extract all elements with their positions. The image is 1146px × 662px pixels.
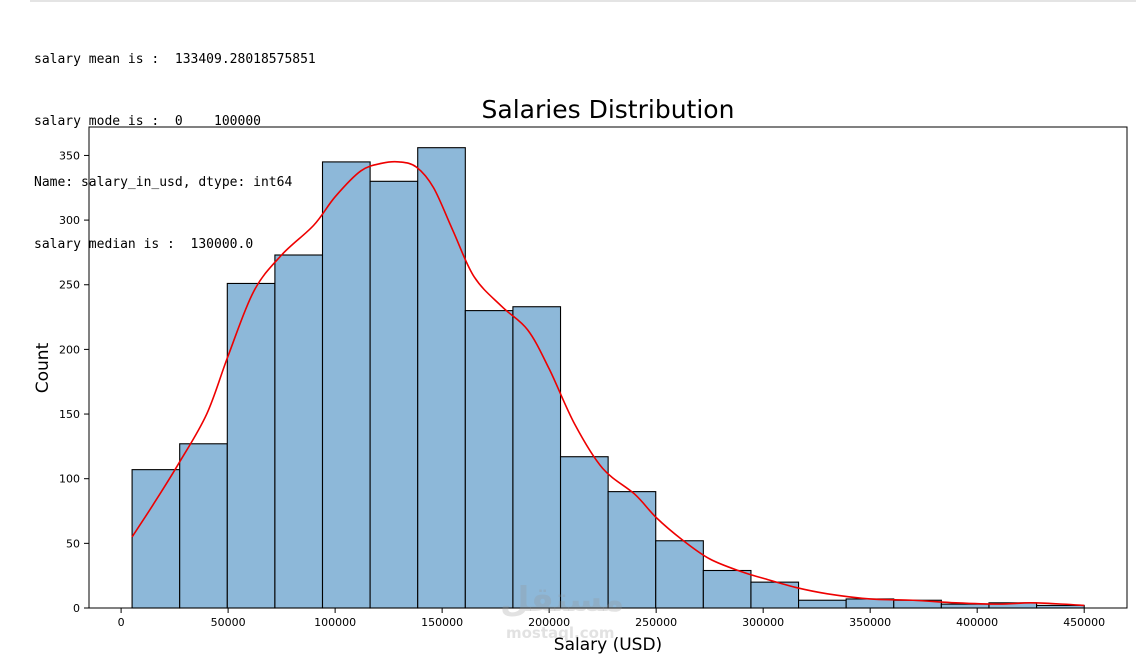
x-axis-label: Salary (USD) <box>554 635 662 655</box>
histogram-bar <box>274 254 324 609</box>
histogram-bar <box>655 540 704 609</box>
x-tick-label: 0 <box>118 616 125 629</box>
x-tick-label: 450000 <box>1063 616 1105 629</box>
x-tick-label: 50000 <box>211 616 246 629</box>
y-tick-label: 250 <box>59 279 80 292</box>
y-tick-label: 150 <box>59 408 80 421</box>
x-tick-label: 150000 <box>421 616 463 629</box>
x-tick-label: 350000 <box>849 616 891 629</box>
top-divider <box>30 0 1136 2</box>
kde-curve <box>131 160 1085 607</box>
histogram-bar <box>559 456 609 609</box>
plot-frame <box>88 126 1128 609</box>
console-line-name: Name: salary_in_usd, dtype: int64 <box>34 175 293 190</box>
histogram-bar <box>369 180 419 609</box>
y-axis-label: Count <box>33 342 53 393</box>
y-tick-label: 100 <box>59 473 80 486</box>
histogram-bar <box>179 443 228 609</box>
histogram-bar <box>798 599 847 609</box>
histogram-bar <box>464 310 514 609</box>
x-tick-label: 200000 <box>528 616 570 629</box>
histogram-bar <box>512 306 562 609</box>
y-tick-label: 200 <box>59 343 80 356</box>
histogram-bar <box>702 569 752 609</box>
console-line-mode: salary mode is : 0 100000 <box>34 113 261 129</box>
console-line-median: salary median is : 130000.0 <box>34 236 254 252</box>
histogram-bar <box>321 161 371 609</box>
console-output: salary mean is : 133409.28018575851 sala… <box>34 9 316 276</box>
x-tick-label: 400000 <box>956 616 998 629</box>
histogram-bar <box>940 603 990 609</box>
histogram-bar <box>226 282 276 609</box>
y-tick-label: 300 <box>59 214 80 227</box>
x-tick-label: 300000 <box>742 616 784 629</box>
y-tick-label: 0 <box>73 602 80 615</box>
chart-title: Salaries Distribution <box>482 95 735 124</box>
plot-area: 0 50000 100000 150000 200000 250000 300000 3500… <box>59 126 1128 629</box>
console-line-mean: salary mean is : 133409.28018575851 <box>34 52 316 67</box>
y-tick-label: 350 <box>59 149 80 162</box>
x-tick-label: 250000 <box>635 616 677 629</box>
x-tick-label: 100000 <box>314 616 356 629</box>
histogram-bar <box>131 469 181 609</box>
histogram-bar <box>607 491 657 609</box>
histogram-bar <box>417 147 466 609</box>
y-tick-label: 50 <box>66 537 80 550</box>
